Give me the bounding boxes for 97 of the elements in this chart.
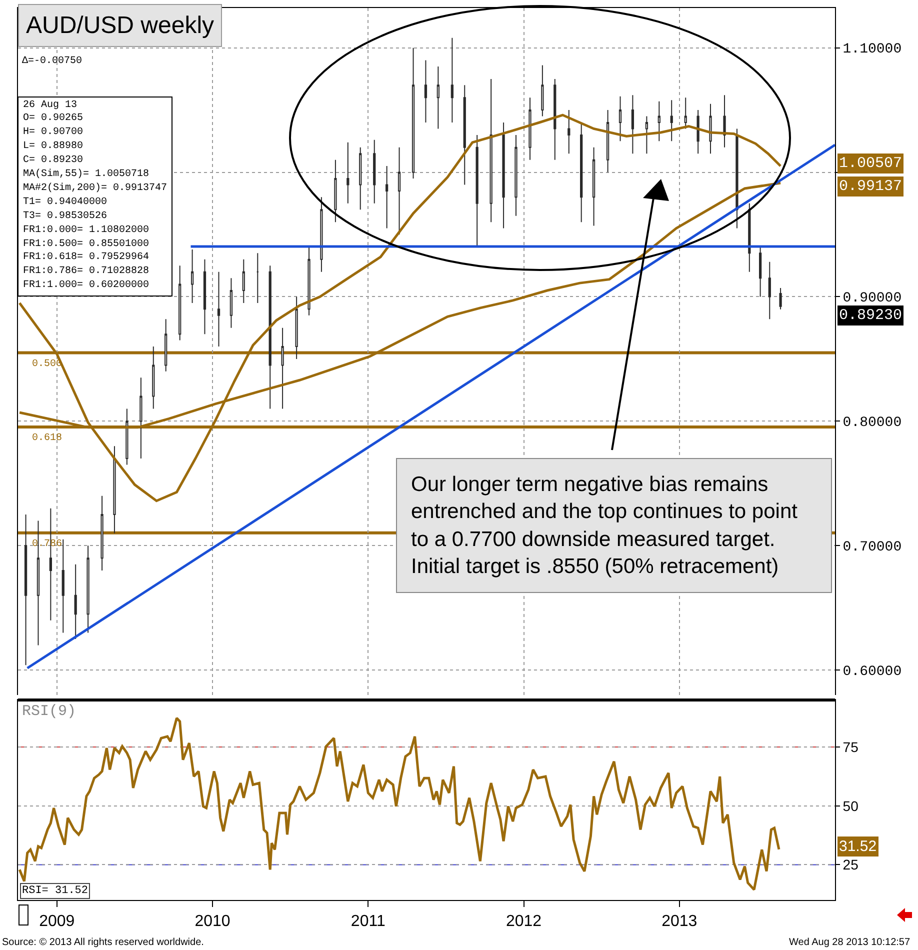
y-tick-label: 0.80000: [842, 415, 902, 432]
chart-title: RSI(9): [22, 703, 76, 720]
candlestick: [268, 265, 272, 410]
candlestick: [502, 122, 505, 229]
candlestick: [398, 146, 401, 236]
candlestick: [606, 110, 610, 173]
candlestick: [320, 196, 323, 272]
candlestick: [86, 545, 90, 634]
annotation: 0.618: [32, 433, 62, 444]
candlestick: [62, 538, 64, 634]
candlestick: [541, 64, 544, 117]
candlestick: [295, 296, 298, 360]
x-tick-label: 2013: [662, 913, 698, 930]
candlestick: [592, 146, 596, 226]
y-tick-label: 1.10000: [842, 42, 902, 58]
annotation: FR1:0.000= 1.10802000: [23, 225, 150, 236]
candlestick: [723, 94, 726, 148]
text: 0.89230: [839, 307, 902, 324]
x-tick-label: 2011: [350, 913, 386, 930]
y-tick-label: 0.90000: [842, 290, 902, 307]
candlestick: [256, 252, 259, 304]
candlestick: [670, 100, 673, 142]
candlestick: [736, 128, 738, 229]
annotation: RSI= 31.52: [22, 885, 88, 897]
candlestick: [152, 346, 155, 410]
candlestick: [217, 271, 220, 348]
candlestick: [230, 278, 233, 328]
candlestick: [190, 248, 194, 304]
candlestick: [580, 122, 583, 223]
candlestick: [308, 246, 310, 316]
candlestick: [346, 142, 350, 204]
candlestick: [373, 139, 376, 204]
annotation: 26 Aug 13: [23, 100, 78, 111]
candlestick: [24, 514, 28, 666]
candlestick: [386, 166, 388, 229]
candlestick: [126, 408, 128, 466]
candlestick: [334, 159, 337, 223]
text: 31.52: [839, 838, 877, 855]
candlestick: [100, 495, 104, 572]
annotation: FR1:0.786= 0.71028828: [23, 266, 150, 277]
y-tick-label: 0.70000: [842, 540, 902, 556]
y-tick-label: 25: [842, 856, 859, 873]
y-tick-label: 50: [842, 798, 859, 814]
candlestick: [490, 78, 492, 223]
text-box: Our longer term negative bias remains entrenched and the top continues to point to a 0.7700 downside measured target. Initial target is .8550 (50% retracement): [396, 458, 832, 594]
candlestick: [463, 84, 466, 186]
x-tick-label: 2009: [39, 913, 75, 930]
candlestick: [412, 47, 415, 180]
annotation: C= 0.89230: [23, 155, 84, 166]
candlestick: [450, 37, 454, 123]
annotation: T3= 0.98530526: [23, 211, 108, 222]
annotation: T1= 0.94040000: [23, 197, 108, 208]
annotation: Δ=-0.00750: [22, 56, 82, 67]
y-tick-label: 75: [842, 738, 859, 755]
candlestick: [359, 146, 362, 210]
annotation: O= 0.90265: [23, 113, 84, 124]
candlestick: [514, 134, 518, 216]
x-tick-label: 2010: [194, 913, 230, 930]
candlestick: [768, 261, 771, 320]
source-note: Source: © 2013 All rights reserved worldwide.: [2, 937, 204, 948]
candlestick: [658, 100, 660, 142]
candlestick: [696, 110, 700, 154]
candlestick: [568, 110, 570, 154]
candlestick: [476, 134, 478, 248]
annotation: MA(Sim,55)= 1.0050718: [23, 168, 150, 180]
candlestick: [74, 564, 77, 640]
text: Wed Aug 28 2013 10:12:57: [789, 937, 910, 948]
text: 0.99137: [839, 178, 902, 195]
candlestick: [424, 60, 428, 123]
candlestick: [758, 246, 762, 298]
candlestick: [178, 265, 182, 341]
candlestick: [779, 288, 782, 310]
candlestick: [645, 116, 648, 154]
text: 1.00507: [839, 155, 902, 172]
candlestick: [684, 97, 687, 130]
chart-title: AUD/USD weekly: [26, 12, 214, 39]
annotation: H= 0.90700: [23, 127, 84, 138]
annotation: MA#2(Sim,200)= 0.9913747: [23, 182, 168, 194]
candlestick: [554, 78, 556, 160]
candlestick: [281, 327, 284, 410]
x-tick-label: 2012: [506, 913, 542, 930]
candlestick: [618, 96, 622, 142]
candlestick: [528, 97, 532, 160]
candlestick: [748, 202, 751, 272]
candlestick: [242, 258, 245, 304]
annotation: FR1:0.618= 0.79529964: [23, 252, 150, 263]
candlestick: [436, 66, 440, 130]
annotation: FR1:0.500= 0.85501000: [23, 239, 150, 250]
candlestick: [140, 377, 142, 460]
candlestick: [164, 318, 168, 372]
candlestick: [631, 94, 634, 154]
y-tick-label: 0.60000: [842, 664, 902, 680]
candlestick: [203, 258, 206, 335]
candlestick: [709, 103, 712, 154]
annotation: FR1:1.000= 0.60200000: [23, 280, 150, 291]
candlestick: [113, 446, 116, 534]
annotation: L= 0.88980: [23, 141, 84, 152]
